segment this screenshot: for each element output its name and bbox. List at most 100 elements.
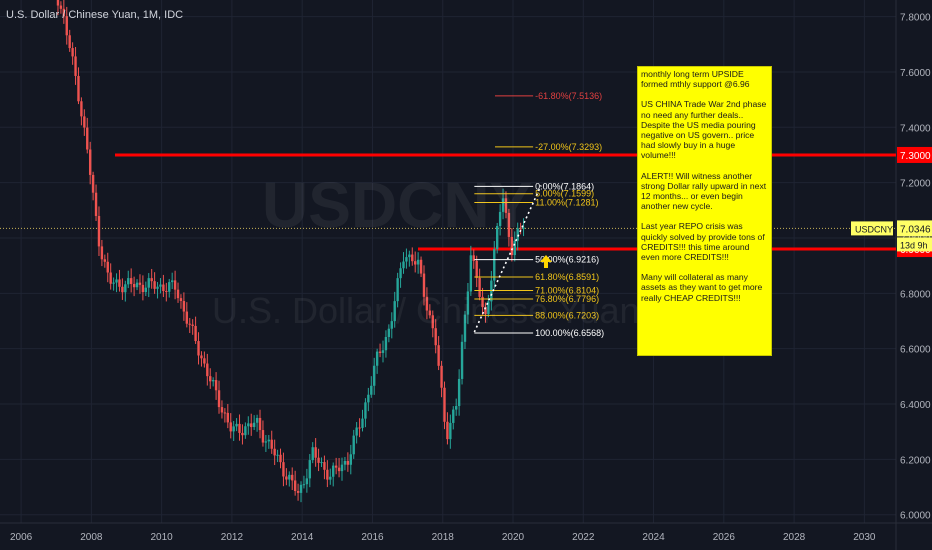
candle[interactable] xyxy=(293,480,297,492)
candle[interactable] xyxy=(255,417,259,423)
candle[interactable] xyxy=(431,315,434,329)
candle[interactable] xyxy=(332,465,335,477)
candle[interactable] xyxy=(490,280,493,302)
candle[interactable] xyxy=(188,323,191,325)
candle[interactable] xyxy=(162,284,165,292)
candle[interactable] xyxy=(115,279,118,283)
candle[interactable] xyxy=(156,286,159,289)
candle[interactable] xyxy=(364,402,367,419)
candle[interactable] xyxy=(173,280,177,290)
candle[interactable] xyxy=(337,467,341,472)
candle[interactable] xyxy=(288,474,291,480)
candle[interactable] xyxy=(191,324,194,326)
candle[interactable] xyxy=(399,268,402,279)
candle[interactable] xyxy=(65,16,68,36)
candle[interactable] xyxy=(185,311,189,324)
candle[interactable] xyxy=(68,35,71,49)
candle[interactable] xyxy=(159,284,162,287)
candle[interactable] xyxy=(147,278,150,288)
candle[interactable] xyxy=(352,435,355,455)
candle[interactable] xyxy=(106,261,109,273)
candle[interactable] xyxy=(373,365,376,386)
candle[interactable] xyxy=(405,257,408,262)
candle[interactable] xyxy=(223,412,227,414)
candle[interactable] xyxy=(408,254,411,258)
candle[interactable] xyxy=(437,345,440,366)
trend-projection-line[interactable] xyxy=(473,185,542,333)
candle[interactable] xyxy=(112,282,115,284)
candle[interactable] xyxy=(144,287,148,293)
candle[interactable] xyxy=(305,478,309,485)
candle[interactable] xyxy=(308,460,311,479)
candle[interactable] xyxy=(449,422,452,440)
candle[interactable] xyxy=(132,283,136,288)
candle[interactable] xyxy=(311,447,314,461)
candle[interactable] xyxy=(200,355,203,359)
candle[interactable] xyxy=(481,296,484,308)
candle[interactable] xyxy=(88,149,92,175)
candle[interactable] xyxy=(229,422,232,432)
candle[interactable] xyxy=(378,351,382,353)
candle[interactable] xyxy=(226,412,230,423)
candle[interactable] xyxy=(393,301,396,322)
candle[interactable] xyxy=(340,464,344,472)
candle[interactable] xyxy=(273,448,276,456)
candle[interactable] xyxy=(244,426,247,436)
candle[interactable] xyxy=(428,310,432,316)
candle[interactable] xyxy=(381,350,385,353)
candle[interactable] xyxy=(74,56,77,76)
candle[interactable] xyxy=(296,491,300,493)
candle[interactable] xyxy=(211,380,215,382)
candle[interactable] xyxy=(62,8,66,17)
text-note[interactable]: monthly long term UPSIDE formed mthly su… xyxy=(637,66,772,356)
candle[interactable] xyxy=(466,291,470,315)
candle[interactable] xyxy=(285,476,288,480)
candle[interactable] xyxy=(469,255,473,292)
candle[interactable] xyxy=(168,282,171,292)
candle[interactable] xyxy=(100,246,104,260)
candle[interactable] xyxy=(121,286,124,293)
candle[interactable] xyxy=(334,465,338,468)
candle[interactable] xyxy=(323,462,326,470)
candle[interactable] xyxy=(402,261,405,269)
candle[interactable] xyxy=(516,228,519,241)
candle[interactable] xyxy=(270,439,273,449)
candle[interactable] xyxy=(238,423,241,433)
candle[interactable] xyxy=(487,301,490,314)
candle[interactable] xyxy=(86,127,89,150)
candle[interactable] xyxy=(320,462,323,464)
candle[interactable] xyxy=(411,254,414,262)
candle[interactable] xyxy=(370,385,373,395)
candle[interactable] xyxy=(507,212,511,237)
arrow-up-icon[interactable] xyxy=(540,255,552,268)
candle[interactable] xyxy=(434,328,437,346)
candle[interactable] xyxy=(153,281,156,289)
candle[interactable] xyxy=(390,321,393,329)
candle[interactable] xyxy=(422,273,426,297)
candle[interactable] xyxy=(472,255,475,261)
candle[interactable] xyxy=(478,277,481,297)
candle[interactable] xyxy=(475,260,478,278)
candle[interactable] xyxy=(452,409,455,423)
candle[interactable] xyxy=(279,454,282,463)
candle[interactable] xyxy=(299,484,303,493)
candle[interactable] xyxy=(170,280,174,283)
candle[interactable] xyxy=(495,226,499,250)
candle[interactable] xyxy=(457,378,461,407)
candle[interactable] xyxy=(247,423,250,427)
candle[interactable] xyxy=(261,430,265,443)
candle[interactable] xyxy=(217,390,221,408)
candle[interactable] xyxy=(463,314,467,342)
candle[interactable] xyxy=(83,116,86,128)
candle[interactable] xyxy=(141,284,145,293)
candle[interactable] xyxy=(361,418,364,428)
candle[interactable] xyxy=(176,289,180,299)
candle[interactable] xyxy=(440,365,443,388)
candle[interactable] xyxy=(446,421,449,440)
candle[interactable] xyxy=(501,198,505,212)
candle[interactable] xyxy=(77,75,80,102)
candle[interactable] xyxy=(504,198,508,213)
candle[interactable] xyxy=(214,380,218,391)
candle[interactable] xyxy=(182,301,186,312)
